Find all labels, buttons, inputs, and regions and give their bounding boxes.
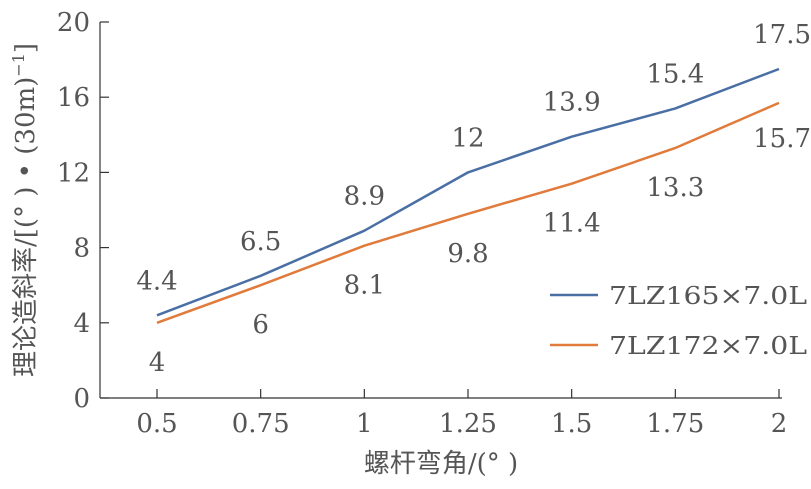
x-tick-label: 0.5 — [136, 409, 177, 439]
data-labels: 4.4 6.5 8.9 12 13.9 15.4 17.5 4 6 8.1 9.8 11.4 13.3 1… — [136, 20, 811, 378]
data-label-series-2: 11.4 — [543, 209, 601, 239]
data-label-series-1: 4.4 — [136, 266, 177, 296]
data-label-series-2: 8.1 — [344, 271, 385, 301]
data-label-series-2: 9.8 — [447, 239, 488, 269]
x-tick-label: 2 — [771, 409, 788, 439]
y-tick-label: 12 — [57, 158, 90, 188]
x-tick-label: 1.5 — [551, 409, 592, 439]
y-tick-label: 20 — [57, 8, 90, 38]
x-tick-label: 1 — [356, 409, 373, 439]
y-tick-label: 8 — [73, 234, 90, 264]
series-lines — [156, 67, 780, 324]
legend-label-2: 7LZ172×7.0L — [609, 332, 807, 360]
series-line-2 — [156, 101, 780, 324]
data-label-series-2: 6 — [252, 310, 269, 340]
data-label-series-1: 17.5 — [753, 20, 811, 50]
y-tick-label: 4 — [73, 309, 90, 339]
data-label-series-1: 12 — [451, 123, 484, 153]
data-label-series-2: 13.3 — [646, 173, 704, 203]
x-tick-label: 1.75 — [646, 409, 704, 439]
data-label-series-1: 13.9 — [543, 88, 601, 118]
x-ticks: 0.5 0.75 1 1.25 1.5 1.75 2 — [136, 389, 787, 439]
y-axis-title-close: ] — [11, 43, 41, 53]
data-label-series-2: 15.7 — [753, 124, 811, 154]
legend: 7LZ165×7.0L 7LZ172×7.0L — [550, 282, 807, 360]
y-axis-title: 理论造斜率/[(° ) • (30m)−1] — [9, 43, 41, 377]
axes — [99, 22, 782, 399]
y-axis-title-sup: −1 — [9, 53, 28, 77]
series-line-1 — [156, 67, 780, 317]
y-tick-label: 0 — [73, 384, 90, 414]
y-tick-label: 16 — [57, 83, 90, 113]
legend-label-1: 7LZ165×7.0L — [609, 282, 807, 310]
x-tick-label: 1.25 — [439, 409, 497, 439]
data-label-series-1: 8.9 — [344, 182, 385, 212]
x-axis-title: 螺杆弯角/(° ) — [364, 449, 518, 479]
data-label-series-1: 15.4 — [646, 59, 704, 89]
y-axis-title-main: 理论造斜率/[(° ) • (30m) — [11, 77, 41, 377]
data-label-series-1: 6.5 — [240, 227, 281, 257]
y-ticks: 0 4 8 12 16 20 — [57, 8, 109, 414]
data-label-series-2: 4 — [149, 348, 166, 378]
x-tick-label: 0.75 — [232, 409, 290, 439]
